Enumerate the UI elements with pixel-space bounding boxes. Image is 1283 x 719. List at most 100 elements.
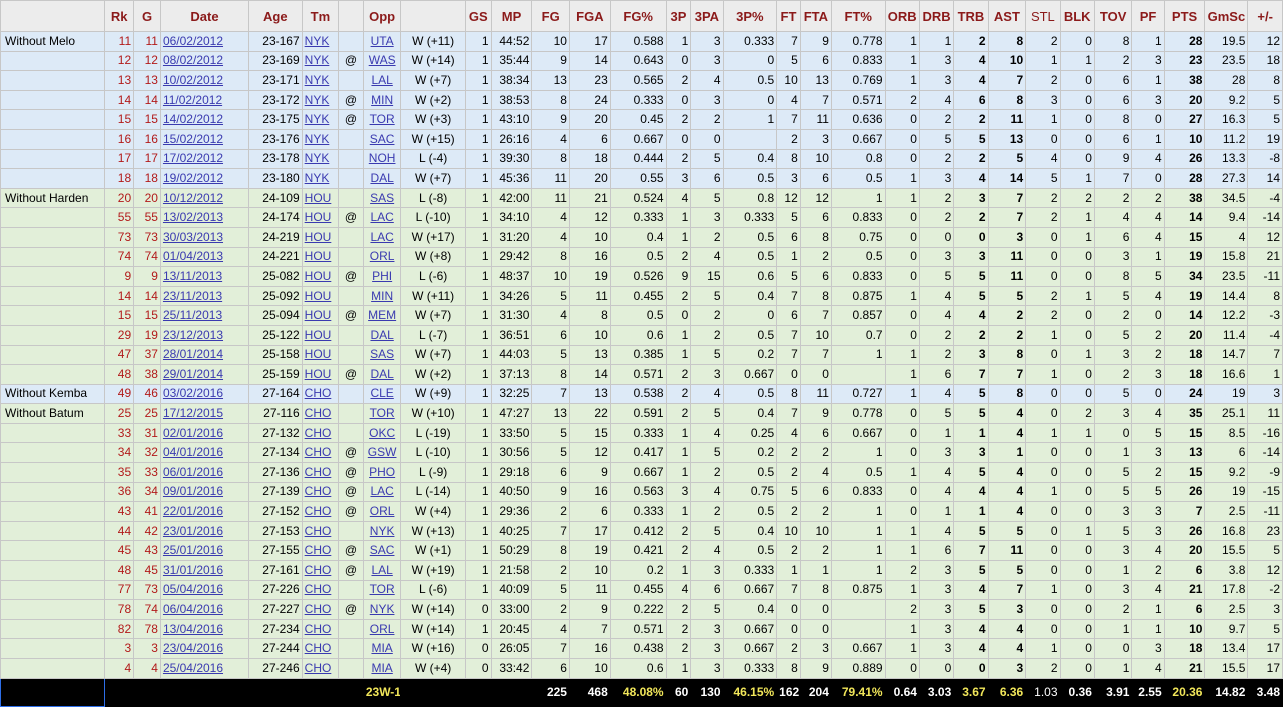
cell-tm-link[interactable]: CHO bbox=[301, 462, 340, 483]
column-header-mp[interactable]: MP bbox=[490, 0, 533, 32]
column-header-gmsc[interactable]: GmSc bbox=[1204, 0, 1249, 32]
cell-tm-link[interactable]: CHO bbox=[301, 638, 340, 659]
column-header-orb[interactable]: ORB bbox=[884, 0, 920, 32]
column-header-trb[interactable]: TRB bbox=[953, 0, 989, 32]
cell-tm-link[interactable]: HOU bbox=[301, 305, 340, 326]
cell-tm-link[interactable]: HOU bbox=[301, 266, 340, 287]
column-header-plus-minus[interactable]: +/- bbox=[1247, 0, 1283, 32]
cell-tm-link[interactable]: HOU bbox=[301, 344, 340, 366]
cell-opp-link[interactable]: WAS bbox=[362, 50, 402, 72]
cell-tm-link[interactable]: HOU bbox=[301, 246, 340, 268]
column-header-3p-pct[interactable]: 3P% bbox=[722, 0, 778, 32]
cell-date-link[interactable]: 06/02/2012 bbox=[159, 31, 249, 52]
cell-opp-link[interactable]: SAC bbox=[362, 128, 402, 150]
cell-tm-link[interactable]: CHO bbox=[301, 560, 340, 581]
cell-date-link[interactable]: 25/01/2016 bbox=[159, 540, 249, 562]
column-header-rk[interactable]: Rk bbox=[104, 0, 135, 32]
cell-date-link[interactable]: 02/01/2016 bbox=[159, 422, 249, 444]
cell-date-link[interactable]: 30/03/2013 bbox=[159, 226, 249, 248]
cell-tm-link[interactable]: NYK bbox=[301, 148, 340, 170]
cell-opp-link[interactable]: CLE bbox=[362, 383, 402, 405]
column-header-3p[interactable]: 3P bbox=[665, 0, 692, 32]
cell-tm-link[interactable]: CHO bbox=[301, 481, 340, 503]
cell-tm-link[interactable]: CHO bbox=[301, 403, 340, 424]
column-header-fg[interactable]: FG bbox=[531, 0, 570, 32]
cell-date-link[interactable]: 10/02/2012 bbox=[159, 70, 249, 91]
cell-date-link[interactable]: 19/02/2012 bbox=[159, 168, 249, 189]
cell-date-link[interactable]: 23/12/2013 bbox=[159, 324, 249, 346]
cell-date-link[interactable]: 11/02/2012 bbox=[159, 89, 249, 111]
cell-date-link[interactable]: 13/02/2013 bbox=[159, 207, 249, 228]
column-header-fg-pct[interactable]: FG% bbox=[609, 0, 667, 32]
cell-tm-link[interactable]: CHO bbox=[301, 579, 340, 601]
cell-date-link[interactable]: 17/02/2012 bbox=[159, 148, 249, 170]
cell-opp-link[interactable]: LAL bbox=[362, 560, 402, 581]
cell-opp-link[interactable]: DAL bbox=[362, 168, 402, 189]
cell-opp-link[interactable]: MEM bbox=[362, 305, 402, 326]
column-header-blk[interactable]: BLK bbox=[1059, 0, 1095, 32]
cell-opp-link[interactable]: LAC bbox=[362, 481, 402, 503]
column-header-3pa[interactable]: 3PA bbox=[690, 0, 724, 32]
cell-tm-link[interactable]: CHO bbox=[301, 501, 340, 522]
cell-date-link[interactable]: 23/04/2016 bbox=[159, 638, 249, 659]
cell-date-link[interactable]: 03/02/2016 bbox=[159, 383, 249, 405]
cell-opp-link[interactable]: TOR bbox=[362, 403, 402, 424]
cell-date-link[interactable]: 25/04/2016 bbox=[159, 658, 249, 679]
column-header-opp[interactable]: Opp bbox=[362, 0, 402, 32]
cell-opp-link[interactable]: TOR bbox=[362, 579, 402, 601]
cell-opp-link[interactable]: PHI bbox=[362, 266, 402, 287]
cell-date-link[interactable]: 31/01/2016 bbox=[159, 560, 249, 581]
column-header-gs[interactable]: GS bbox=[464, 0, 492, 32]
cell-opp-link[interactable]: UTA bbox=[362, 31, 402, 52]
cell-date-link[interactable]: 05/04/2016 bbox=[159, 579, 249, 601]
column-header-fta[interactable]: FTA bbox=[799, 0, 832, 32]
cell-opp-link[interactable]: PHO bbox=[362, 462, 402, 483]
cell-opp-link[interactable]: SAS bbox=[362, 344, 402, 366]
cell-date-link[interactable]: 13/04/2016 bbox=[159, 618, 249, 640]
cell-date-link[interactable]: 06/04/2016 bbox=[159, 599, 249, 620]
cell-date-link[interactable]: 01/04/2013 bbox=[159, 246, 249, 268]
column-header-drb[interactable]: DRB bbox=[918, 0, 955, 32]
cell-tm-link[interactable]: NYK bbox=[301, 168, 340, 189]
column-header-age[interactable]: Age bbox=[247, 0, 303, 32]
cell-tm-link[interactable]: HOU bbox=[301, 364, 340, 385]
cell-tm-link[interactable]: CHO bbox=[301, 422, 340, 444]
cell-opp-link[interactable]: DAL bbox=[362, 364, 402, 385]
cell-opp-link[interactable]: MIA bbox=[362, 638, 402, 659]
cell-tm-link[interactable]: HOU bbox=[301, 285, 340, 307]
cell-date-link[interactable]: 23/01/2016 bbox=[159, 520, 249, 542]
cell-tm-link[interactable]: HOU bbox=[301, 226, 340, 248]
cell-date-link[interactable]: 28/01/2014 bbox=[159, 344, 249, 366]
cell-opp-link[interactable]: MIA bbox=[362, 658, 402, 679]
column-header-tov[interactable]: TOV bbox=[1093, 0, 1133, 32]
cell-tm-link[interactable]: CHO bbox=[301, 520, 340, 542]
cell-opp-link[interactable]: SAC bbox=[362, 540, 402, 562]
column-header-date[interactable]: Date bbox=[159, 0, 249, 32]
cell-tm-link[interactable]: CHO bbox=[301, 599, 340, 620]
cell-opp-link[interactable]: DAL bbox=[362, 324, 402, 346]
cell-opp-link[interactable]: NYK bbox=[362, 599, 402, 620]
cell-date-link[interactable]: 04/01/2016 bbox=[159, 442, 249, 464]
cell-opp-link[interactable]: OKC bbox=[362, 422, 402, 444]
cell-opp-link[interactable]: MIN bbox=[362, 89, 402, 111]
cell-opp-link[interactable]: NYK bbox=[362, 520, 402, 542]
cell-tm-link[interactable]: CHO bbox=[301, 658, 340, 679]
column-header-g[interactable]: G bbox=[133, 0, 161, 32]
cell-opp-link[interactable]: NOH bbox=[362, 148, 402, 170]
cell-date-link[interactable]: 22/01/2016 bbox=[159, 501, 249, 522]
cell-tm-link[interactable]: HOU bbox=[301, 187, 340, 209]
cell-opp-link[interactable]: ORL bbox=[362, 501, 402, 522]
cell-opp-link[interactable]: ORL bbox=[362, 618, 402, 640]
cell-date-link[interactable]: 25/11/2013 bbox=[159, 305, 249, 326]
cell-date-link[interactable]: 08/02/2012 bbox=[159, 50, 249, 72]
cell-date-link[interactable]: 29/01/2014 bbox=[159, 364, 249, 385]
cell-tm-link[interactable]: NYK bbox=[301, 70, 340, 91]
cell-tm-link[interactable]: CHO bbox=[301, 618, 340, 640]
cell-opp-link[interactable]: MIN bbox=[362, 285, 402, 307]
cell-date-link[interactable]: 17/12/2015 bbox=[159, 403, 249, 424]
cell-opp-link[interactable]: SAS bbox=[362, 187, 402, 209]
cell-tm-link[interactable]: CHO bbox=[301, 442, 340, 464]
cell-opp-link[interactable]: GSW bbox=[362, 442, 402, 464]
cell-opp-link[interactable]: TOR bbox=[362, 109, 402, 130]
cell-date-link[interactable]: 06/01/2016 bbox=[159, 462, 249, 483]
